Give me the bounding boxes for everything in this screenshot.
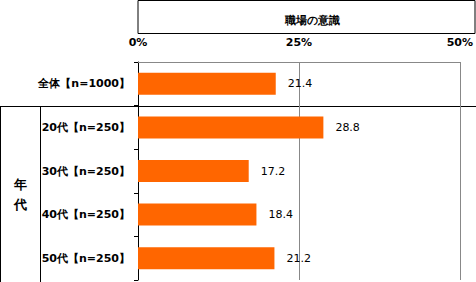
svg-text:全体【n=1000】: 全体【n=1000】: [37, 77, 130, 90]
svg-text:0%: 0%: [129, 36, 148, 49]
svg-text:20代【n=250】: 20代【n=250】: [42, 121, 130, 134]
svg-text:17.2: 17.2: [261, 165, 286, 178]
svg-text:40代【n=250】: 40代【n=250】: [42, 208, 130, 221]
svg-text:21.4: 21.4: [288, 77, 313, 90]
svg-text:28.8: 28.8: [335, 121, 360, 134]
svg-text:年: 年: [13, 177, 27, 192]
svg-text:30代【n=250】: 30代【n=250】: [42, 165, 130, 178]
svg-text:50代【n=250】: 50代【n=250】: [42, 252, 130, 265]
svg-text:職場の意識: 職場の意識: [284, 14, 340, 27]
svg-text:18.4: 18.4: [268, 208, 293, 221]
svg-text:21.2: 21.2: [286, 252, 311, 265]
svg-text:代: 代: [13, 197, 27, 212]
svg-text:25%: 25%: [286, 36, 312, 49]
svg-text:50%: 50%: [447, 36, 473, 49]
